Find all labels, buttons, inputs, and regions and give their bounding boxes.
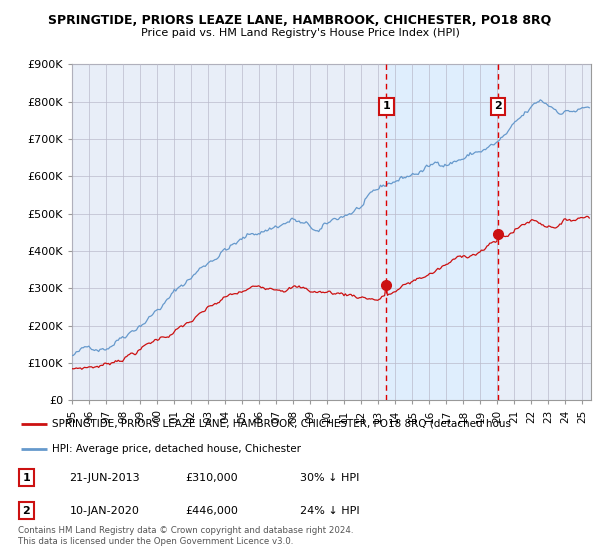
Text: 1: 1 <box>23 473 30 483</box>
Text: SPRINGTIDE, PRIORS LEAZE LANE, HAMBROOK, CHICHESTER, PO18 8RQ (detached hous: SPRINGTIDE, PRIORS LEAZE LANE, HAMBROOK,… <box>52 419 511 429</box>
Text: 30% ↓ HPI: 30% ↓ HPI <box>300 473 359 483</box>
Text: 2: 2 <box>494 101 502 111</box>
Text: £446,000: £446,000 <box>185 506 238 516</box>
Text: 2: 2 <box>23 506 30 516</box>
Text: 1: 1 <box>382 101 390 111</box>
Text: £310,000: £310,000 <box>185 473 238 483</box>
Text: Price paid vs. HM Land Registry's House Price Index (HPI): Price paid vs. HM Land Registry's House … <box>140 28 460 38</box>
Bar <box>386 64 498 400</box>
Text: 24% ↓ HPI: 24% ↓ HPI <box>300 506 359 516</box>
Text: SPRINGTIDE, PRIORS LEAZE LANE, HAMBROOK, CHICHESTER, PO18 8RQ: SPRINGTIDE, PRIORS LEAZE LANE, HAMBROOK,… <box>49 14 551 27</box>
Text: 10-JAN-2020: 10-JAN-2020 <box>70 506 139 516</box>
Text: 21-JUN-2013: 21-JUN-2013 <box>70 473 140 483</box>
Text: HPI: Average price, detached house, Chichester: HPI: Average price, detached house, Chic… <box>52 444 301 454</box>
Text: Contains HM Land Registry data © Crown copyright and database right 2024.
This d: Contains HM Land Registry data © Crown c… <box>18 526 353 546</box>
